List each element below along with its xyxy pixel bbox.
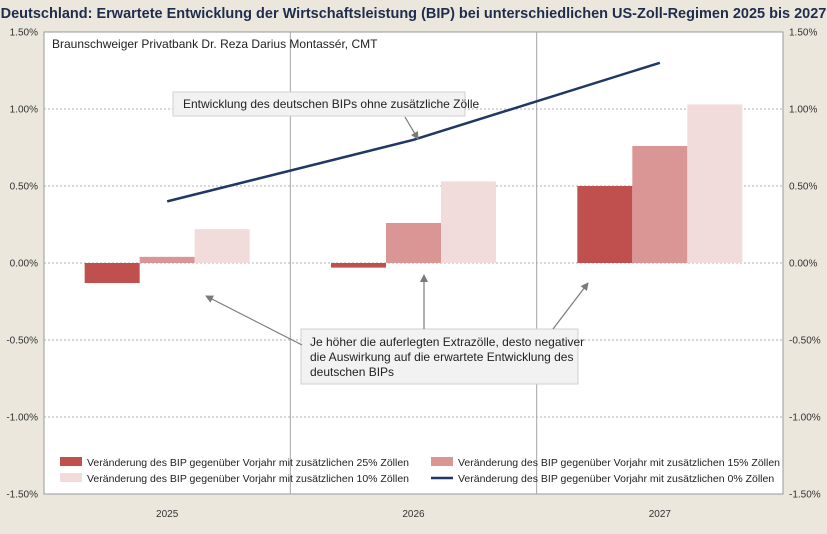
note-arrow <box>552 282 589 330</box>
line-annotation-arrow <box>404 116 419 140</box>
bar <box>386 222 441 263</box>
bar <box>441 181 496 263</box>
y-tick-label: -1.00% <box>6 413 38 424</box>
y-tick-label: 1.50% <box>10 28 38 39</box>
y-tick-label-right: -1.00% <box>789 413 821 424</box>
note-text-line: deutschen BIPs <box>310 365 394 379</box>
x-tick-label: 2026 <box>402 509 425 520</box>
note-arrow <box>205 295 303 346</box>
legend-label: Veränderung des BIP gegenüber Vorjahr mi… <box>87 473 409 485</box>
y-tick-label-right: 0.00% <box>789 259 817 270</box>
y-tick-label: 0.50% <box>10 182 38 193</box>
legend-label: Veränderung des BIP gegenüber Vorjahr mi… <box>87 457 409 469</box>
y-tick-label: 1.00% <box>10 105 38 116</box>
x-tick-label: 2025 <box>156 509 179 520</box>
note-box <box>300 328 579 385</box>
y-tick-label-right: 0.50% <box>789 182 817 193</box>
legend-label: Veränderung des BIP gegenüber Vorjahr mi… <box>458 457 780 469</box>
line-annotation-box <box>172 91 466 117</box>
bar <box>577 186 633 263</box>
source-label: Braunschweiger Privatbank Dr. Reza Dariu… <box>52 37 378 51</box>
y-tick-label: -1.50% <box>6 490 38 501</box>
y-tick-label: 0.00% <box>10 259 38 270</box>
legend-swatch <box>60 473 82 482</box>
bar <box>687 104 743 263</box>
y-tick-label-right: -0.50% <box>789 336 821 347</box>
bar <box>194 229 250 263</box>
legend-swatch <box>431 457 453 466</box>
y-tick-label-right: -1.50% <box>789 490 821 501</box>
y-tick-label-right: 1.00% <box>789 105 817 116</box>
chart-title: Deutschland: Erwartete Entwicklung der W… <box>0 6 827 22</box>
x-tick-label: 2027 <box>649 509 672 520</box>
y-tick-label: -0.50% <box>6 336 38 347</box>
bar <box>84 263 140 284</box>
note-text-line: die Auswirkung auf die erwartete Entwick… <box>310 350 573 364</box>
note-text-line: Je höher die auferlegten Extrazölle, des… <box>310 335 584 349</box>
bar <box>139 256 195 263</box>
line-annotation-text: Entwicklung des deutschen BIPs ohne zusä… <box>183 97 479 111</box>
bar <box>632 145 688 263</box>
legend-swatch <box>60 457 82 466</box>
y-tick-label-right: 1.50% <box>789 28 817 39</box>
legend-label: Veränderung des BIP gegenüber Vorjahr mi… <box>458 473 774 485</box>
bar <box>331 263 386 268</box>
